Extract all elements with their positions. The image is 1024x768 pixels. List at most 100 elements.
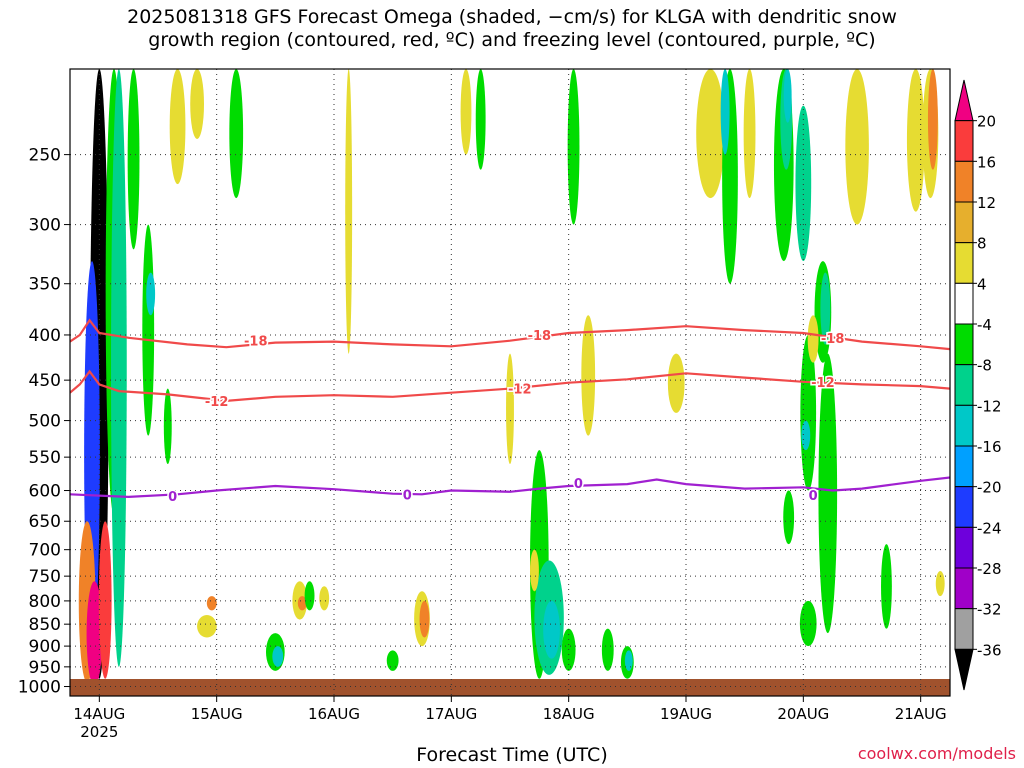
y-tick-label-900: 900 — [29, 637, 61, 657]
omega-cell-17 — [272, 646, 284, 667]
y-tick-label-400: 400 — [29, 326, 61, 346]
contour-label-2-2: 0 — [574, 477, 583, 492]
y-tick-label-800: 800 — [29, 592, 61, 612]
colorbar-cell-4 — [954, 242, 974, 284]
y-tick-label-750: 750 — [29, 567, 61, 587]
contour-label-2-1: 0 — [403, 488, 412, 503]
omega-shading — [78, 69, 945, 687]
omega-cell-39 — [667, 353, 685, 413]
colorbar-cell-12 — [954, 567, 974, 610]
omega-cell-20 — [304, 581, 315, 611]
omega-cell-42 — [720, 69, 730, 155]
omega-cell-27 — [475, 69, 486, 170]
x-tick-label-15AUG: 15AUG — [191, 705, 243, 723]
omega-cell-43 — [743, 69, 756, 199]
colorbar-cell-10 — [954, 486, 974, 528]
contour-label-0-2: -18 — [821, 332, 845, 347]
omega-cell-47 — [795, 105, 812, 262]
colorbar-cell-1 — [954, 120, 974, 162]
x-tick-label-16AUG: 16AUG — [308, 705, 360, 723]
colorbar-label-4: 4 — [977, 275, 987, 293]
y-axis: 2503003504004505005506006507007508008509… — [18, 146, 70, 698]
omega-cell-32 — [530, 549, 539, 592]
colorbar-cell-5 — [954, 282, 974, 325]
omega-cell-11 — [190, 69, 204, 139]
omega-cell-36 — [601, 628, 614, 671]
colorbar-label-11: -28 — [977, 560, 1002, 578]
colorbar-label-9: -20 — [977, 479, 1002, 497]
omega-cell-4 — [98, 521, 112, 679]
y-tick-label-1000: 1000 — [18, 678, 61, 698]
contour-label-2-0: 0 — [168, 490, 177, 505]
colorbar-label-0: 20 — [977, 113, 996, 131]
omega-cell-51 — [783, 490, 795, 545]
y-tick-label-850: 850 — [29, 615, 61, 635]
terrain-band — [70, 679, 950, 696]
colorbar-label-2: 12 — [977, 194, 996, 212]
colorbar-label-10: -24 — [977, 519, 1002, 537]
colorbar-cell-0 — [954, 79, 974, 122]
colorbar-cell-13 — [954, 608, 974, 650]
y-tick-label-500: 500 — [29, 412, 61, 432]
colorbar-label-13: -36 — [977, 641, 1002, 659]
omega-cell-46 — [783, 69, 792, 123]
omega-cell-31 — [543, 600, 560, 659]
contour-label-1-0: -12 — [205, 395, 229, 410]
contour-label-1-2: -12 — [811, 376, 835, 391]
colorbar-label-12: -32 — [977, 601, 1002, 619]
title-line-1: 2025081318 GFS Forecast Omega (shaded, −… — [127, 6, 897, 28]
y-tick-label-550: 550 — [29, 448, 61, 468]
omega-cell-60 — [927, 69, 938, 170]
x-tick-label-18AUG: 18AUG — [543, 705, 595, 723]
omega-cell-19 — [297, 596, 307, 611]
omega-cell-3 — [86, 581, 103, 687]
y-tick-label-300: 300 — [29, 216, 61, 236]
colorbar-cell-2 — [954, 160, 974, 203]
x-tick-label-17AUG: 17AUG — [425, 705, 477, 723]
x-tick-label-21AUG: 21AUG — [895, 705, 947, 723]
chart-title: 2025081318 GFS Forecast Omega (shaded, −… — [0, 6, 1024, 52]
plot-frame — [69, 68, 951, 697]
contour-label-1-1: -12 — [508, 383, 532, 398]
omega-cell-9 — [146, 272, 156, 316]
colorbar-cell-3 — [954, 201, 974, 244]
y-tick-label-350: 350 — [29, 275, 61, 295]
omega-cell-28 — [506, 353, 514, 465]
x-tick-label-19AUG: 19AUG — [660, 705, 712, 723]
omega-cell-21 — [319, 586, 330, 611]
colorbar-cell-11 — [954, 526, 974, 569]
contour-label-2-3: 0 — [809, 489, 818, 504]
credit-link[interactable]: coolwx.com/models — [857, 744, 1016, 763]
contour-line-2 — [70, 476, 950, 499]
colorbar-label-3: 8 — [977, 235, 987, 253]
omega-cell-25 — [419, 600, 430, 638]
temperature-contours: -18 -18 -18 -12 -12 -12 0 0 0 0 — [70, 318, 950, 507]
omega-cell-56 — [845, 69, 869, 225]
colorbar-label-7: -12 — [977, 397, 1002, 415]
omega-cell-57 — [881, 544, 892, 629]
omega-cell-14 — [206, 596, 217, 611]
colorbar-cell-14 — [954, 648, 974, 691]
colorbar-label-1: 16 — [977, 153, 996, 171]
omega-cell-50 — [799, 600, 817, 647]
omega-cell-13 — [197, 615, 217, 638]
omega-cell-15 — [163, 388, 172, 465]
omega-cell-48 — [800, 334, 817, 491]
omega-cell-6 — [111, 69, 127, 667]
x-tick-label-14AUG: 14AUG — [73, 705, 125, 723]
colorbar-label-6: -8 — [977, 357, 992, 375]
omega-cell-61 — [935, 570, 945, 597]
y-tick-label-700: 700 — [29, 541, 61, 561]
colorbar-cell-6 — [954, 323, 974, 366]
omega-cell-40 — [696, 69, 725, 199]
colorbar-label-8: -16 — [977, 438, 1002, 456]
contour-line-0 — [70, 318, 950, 351]
y-tick-label-950: 950 — [29, 658, 61, 678]
omega-cell-23 — [386, 650, 399, 671]
colorbar-label-5: -4 — [977, 316, 992, 334]
omega-cell-54 — [820, 272, 831, 345]
title-line-2: growth region (contoured, red, ºC) and f… — [148, 29, 876, 51]
y-tick-label-450: 450 — [29, 371, 61, 391]
